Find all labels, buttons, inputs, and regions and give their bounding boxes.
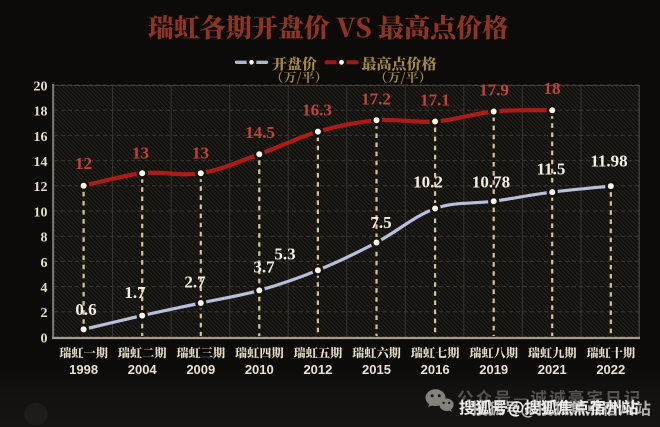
- svg-text:17.9: 17.9: [479, 81, 509, 100]
- svg-text:2010: 2010: [245, 362, 274, 377]
- svg-text:2015: 2015: [362, 362, 391, 377]
- svg-text:12: 12: [75, 154, 92, 173]
- svg-text:1.7: 1.7: [124, 283, 146, 302]
- svg-text:10: 10: [34, 205, 48, 220]
- svg-text:16.3: 16.3: [302, 100, 332, 119]
- svg-text:2: 2: [41, 306, 48, 321]
- svg-text:13: 13: [192, 144, 209, 163]
- svg-text:14.5: 14.5: [245, 123, 275, 142]
- svg-text:10.2: 10.2: [413, 173, 443, 192]
- svg-text:11.98: 11.98: [590, 152, 627, 171]
- svg-text:2012: 2012: [303, 362, 332, 377]
- svg-text:5.3: 5.3: [274, 245, 295, 264]
- svg-text:0: 0: [41, 331, 48, 346]
- svg-text:20: 20: [34, 79, 48, 94]
- svg-text:10.78: 10.78: [472, 173, 510, 192]
- svg-text:18: 18: [34, 105, 48, 120]
- svg-text:11.5: 11.5: [537, 160, 566, 179]
- svg-text:2021: 2021: [538, 362, 567, 377]
- svg-text:1998: 1998: [69, 362, 98, 377]
- svg-text:16: 16: [34, 130, 48, 145]
- svg-text:17.2: 17.2: [361, 89, 391, 108]
- svg-text:7.5: 7.5: [370, 213, 391, 232]
- svg-text:14: 14: [34, 155, 48, 170]
- svg-text:4: 4: [41, 281, 48, 296]
- svg-text:17.1: 17.1: [420, 91, 450, 110]
- svg-text:2022: 2022: [596, 362, 625, 377]
- svg-text:2009: 2009: [186, 362, 215, 377]
- svg-text:2016: 2016: [421, 362, 450, 377]
- svg-text:13: 13: [132, 144, 149, 163]
- svg-text:0.6: 0.6: [75, 300, 96, 319]
- svg-text:18: 18: [544, 79, 561, 98]
- svg-text:3.7: 3.7: [253, 258, 275, 277]
- svg-text:2019: 2019: [479, 362, 508, 377]
- svg-text:8: 8: [41, 231, 48, 246]
- svg-text:12: 12: [34, 180, 48, 195]
- svg-text:6: 6: [41, 256, 48, 271]
- svg-text:2.7: 2.7: [184, 273, 206, 292]
- svg-text:2004: 2004: [128, 362, 158, 377]
